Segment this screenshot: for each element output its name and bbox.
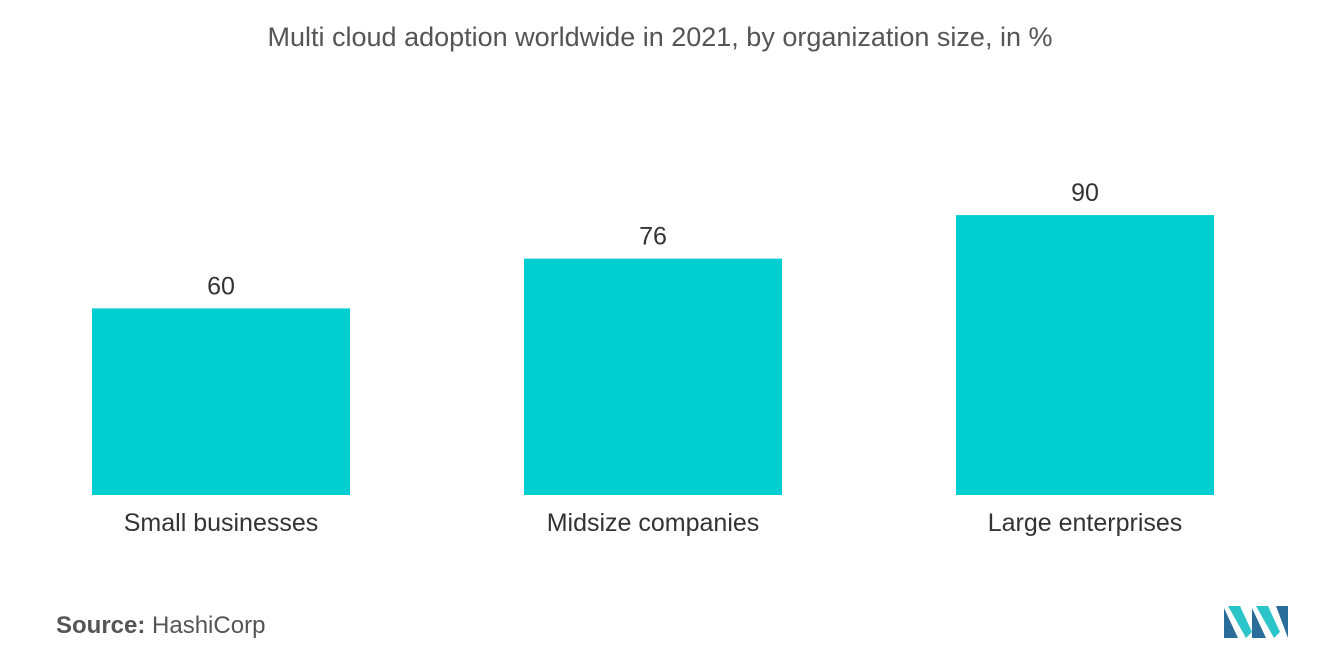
brand-logo-icon [1224,606,1288,638]
bar-2 [956,215,1214,495]
category-labels-group: Small businesses Midsize companies Large e… [124,509,1183,537]
value-label-0: 60 [207,272,235,300]
category-label-2: Large enterprises [988,509,1183,537]
source-note: Source: HashiCorp [56,612,265,640]
source-label: Source: [56,612,146,639]
value-label-2: 90 [1071,179,1099,207]
chart-title: Multi cloud adoption worldwide in 2021, … [267,22,1053,52]
category-label-1: Midsize companies [547,509,760,537]
category-label-0: Small businesses [124,509,319,537]
value-labels-group: 60 76 90 [207,179,1099,300]
source-value: HashiCorp [152,612,266,639]
bar-1 [524,258,782,495]
bars-group [92,215,1214,495]
bar-0 [92,308,350,495]
value-label-1: 76 [639,223,667,251]
